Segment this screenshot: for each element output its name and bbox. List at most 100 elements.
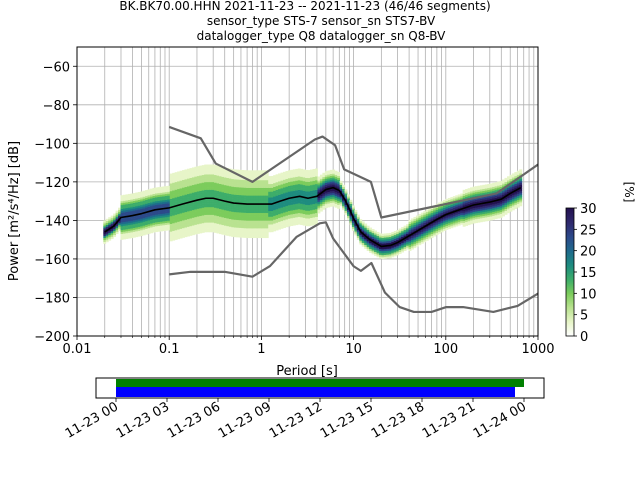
density-cell: [278, 227, 281, 230]
density-cell: [226, 191, 230, 194]
density-cell: [270, 189, 274, 192]
density-cell: [433, 226, 437, 229]
density-cell: [312, 207, 316, 210]
density-cell: [418, 233, 422, 236]
density-cell: [231, 234, 235, 237]
density-cell: [275, 203, 279, 206]
density-cell: [307, 220, 311, 223]
density-cell: [287, 203, 291, 206]
density-cell: [396, 245, 400, 248]
density-cell: [204, 176, 208, 179]
density-cell: [154, 199, 158, 202]
density-cell: [511, 202, 515, 205]
density-cell: [474, 211, 478, 214]
density-cell: [233, 213, 237, 216]
density-cell: [282, 221, 286, 225]
density-cell: [425, 209, 429, 212]
density-cell: [425, 234, 429, 237]
density-cell: [489, 210, 493, 213]
density-cell: [223, 179, 227, 182]
density-cell: [506, 197, 510, 200]
density-cell: [413, 242, 417, 245]
density-cell: [344, 193, 348, 196]
density-cell: [322, 188, 326, 191]
density-cell: [122, 217, 126, 221]
density-cell: [282, 185, 286, 188]
density-cell: [287, 214, 291, 217]
density-cell: [516, 193, 520, 197]
density-cell: [258, 224, 262, 227]
density-cell: [361, 227, 365, 230]
density-cell: [167, 201, 171, 204]
density-cell: [406, 239, 409, 242]
density-cell: [270, 204, 274, 208]
density-cell: [169, 173, 173, 176]
density-cell: [467, 220, 471, 224]
density-cell: [477, 216, 481, 219]
density-cell: [206, 222, 210, 225]
density-cell: [312, 190, 316, 193]
density-cell: [383, 252, 387, 255]
density-cell: [492, 209, 496, 213]
density-cell: [344, 191, 348, 194]
density-cell: [334, 199, 338, 202]
density-cell: [260, 222, 264, 225]
density-cell: [442, 228, 446, 232]
density-cell: [268, 183, 272, 187]
density-cell: [122, 212, 126, 215]
density-cell: [462, 218, 466, 221]
density-cell: [472, 215, 476, 218]
density-cell: [455, 224, 459, 227]
density-cell: [250, 195, 254, 198]
density-cell: [332, 171, 336, 174]
density-cell: [130, 218, 134, 221]
density-cell: [182, 181, 185, 184]
density-cell: [184, 204, 188, 207]
density-cell: [287, 191, 291, 194]
density-cell: [196, 229, 200, 232]
density-cell: [295, 184, 299, 187]
density-cell: [324, 192, 328, 195]
density-cell: [142, 223, 146, 226]
density-cell: [497, 200, 501, 204]
density-cell: [135, 192, 139, 195]
density-cell: [460, 208, 464, 212]
density-cell: [366, 241, 370, 244]
density-cell: [186, 170, 190, 173]
density-cell: [206, 170, 210, 173]
density-cell: [438, 219, 441, 223]
density-cell: [502, 206, 505, 209]
density-cell: [250, 197, 254, 200]
density-cell: [465, 194, 469, 198]
density-cell: [282, 204, 286, 207]
density-cell: [502, 210, 505, 213]
density-cell: [290, 223, 294, 226]
density-cell: [297, 199, 301, 202]
density-cell: [169, 208, 173, 211]
density-cell: [231, 184, 235, 187]
density-cell: [273, 227, 277, 230]
density-cell: [199, 206, 203, 209]
density-cell: [487, 195, 491, 198]
density-cell: [248, 174, 252, 177]
density-cell: [189, 187, 193, 190]
density-cell: [130, 207, 134, 210]
density-cell: [125, 217, 129, 220]
density-cell: [305, 212, 309, 215]
density-cell: [418, 219, 422, 223]
density-cell: [300, 186, 304, 189]
density-cell: [519, 180, 523, 184]
density-cell: [177, 200, 181, 203]
density-cell: [142, 206, 146, 209]
density-cell: [470, 208, 473, 211]
density-cell: [302, 200, 306, 203]
density-cell: [268, 178, 272, 181]
density-cell: [255, 222, 259, 225]
density-cell: [332, 185, 336, 188]
density-cell: [174, 203, 178, 206]
density-cell: [383, 256, 387, 259]
density-cell: [135, 209, 139, 213]
density-cell: [206, 168, 210, 171]
density-cell: [152, 214, 156, 218]
density-cell: [191, 186, 195, 189]
